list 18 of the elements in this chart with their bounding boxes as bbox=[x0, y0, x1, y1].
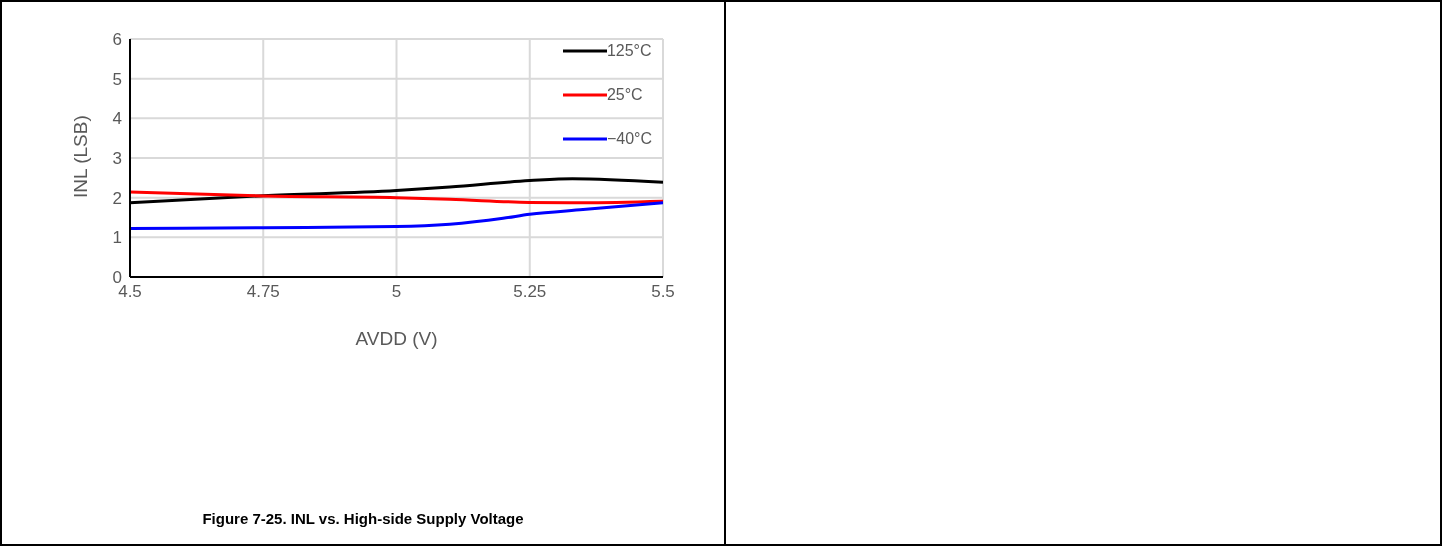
y-tick-label: 6 bbox=[112, 30, 122, 50]
y-tick-label: 1 bbox=[112, 228, 122, 248]
x-tick-label: 5.25 bbox=[513, 282, 547, 302]
line-series bbox=[130, 201, 663, 231]
x-tick-label: 5 bbox=[391, 282, 402, 302]
legend-label: 125°C bbox=[606, 42, 652, 60]
y-tick-label: 2 bbox=[112, 188, 122, 208]
text: Figure 7-25. INL vs. High-side Supply Voltage bbox=[201, 510, 525, 527]
x-tick-label: 4.75 bbox=[246, 282, 280, 302]
legend-label: −40°C bbox=[606, 130, 652, 148]
line-series bbox=[130, 190, 663, 205]
y-tick-label: 5 bbox=[112, 69, 122, 89]
legend-label: 25°C bbox=[606, 86, 643, 104]
y-axis-title: INL (LSB) bbox=[69, 115, 91, 198]
x-tick-label: 5.5 bbox=[651, 282, 675, 302]
x-axis-title: AVDD (V) bbox=[355, 328, 438, 349]
y-tick-label: 3 bbox=[112, 149, 122, 169]
y-tick-label: 4 bbox=[112, 109, 122, 129]
